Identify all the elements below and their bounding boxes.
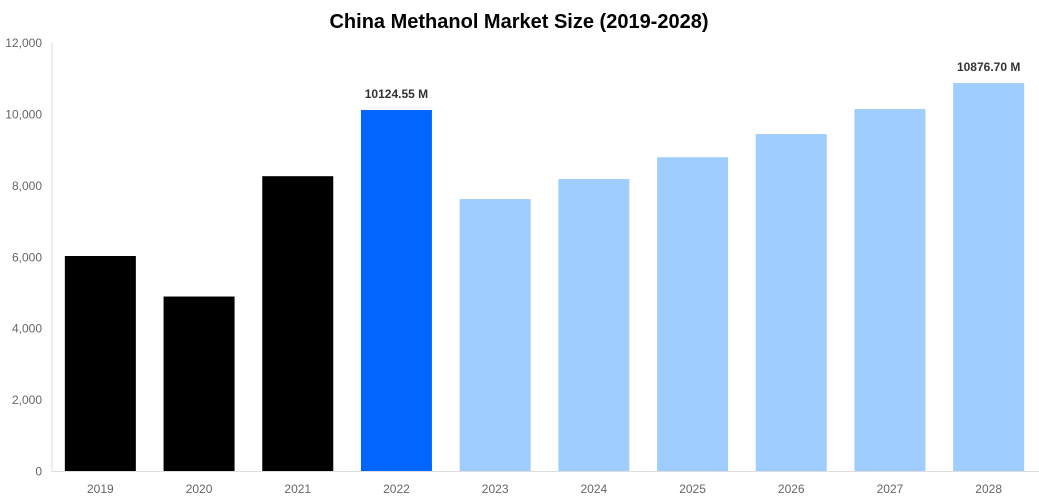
y-axis: 0 2,000 4,000 6,000 8,000 10,000 12,000 bbox=[5, 36, 53, 479]
x-axis: 2019 2020 2021 2022 2023 2024 2025 2026 2027 2028 bbox=[52, 471, 1039, 496]
bar-2024 bbox=[558, 179, 630, 472]
x-tick-label: 2026 bbox=[778, 482, 805, 496]
chart-title: China Methanol Market Size (2019-2028) bbox=[329, 11, 708, 33]
x-tick-label: 2023 bbox=[482, 482, 509, 496]
bar-2027 bbox=[854, 109, 926, 472]
y-tick-label: 2,000 bbox=[12, 393, 42, 407]
x-tick-label: 2021 bbox=[284, 482, 311, 496]
bar-2022 bbox=[360, 109, 432, 472]
bar-2019 bbox=[64, 256, 136, 472]
data-label-2028: 10876.70 M bbox=[957, 60, 1020, 74]
x-tick-label: 2028 bbox=[975, 482, 1002, 496]
x-tick-label: 2020 bbox=[186, 482, 213, 496]
bar-2021 bbox=[262, 176, 334, 472]
y-tick-label: 0 bbox=[35, 465, 42, 479]
y-tick-label: 10,000 bbox=[5, 107, 42, 121]
data-labels: 10124.55 M 10876.70 M bbox=[365, 60, 1021, 101]
y-tick-label: 12,000 bbox=[5, 36, 42, 50]
y-tick-label: 8,000 bbox=[12, 179, 42, 193]
y-tick-label: 6,000 bbox=[12, 250, 42, 264]
y-tick-label: 4,000 bbox=[12, 322, 42, 336]
data-label-2022: 10124.55 M bbox=[365, 87, 428, 101]
x-tick-label: 2027 bbox=[877, 482, 904, 496]
bar-2020 bbox=[163, 296, 235, 472]
x-tick-label: 2019 bbox=[87, 482, 114, 496]
bar-2023 bbox=[459, 199, 531, 472]
x-tick-label: 2024 bbox=[580, 482, 607, 496]
bar-2026 bbox=[755, 134, 827, 472]
bar-2025 bbox=[657, 157, 729, 472]
bar-2028 bbox=[953, 83, 1025, 472]
x-tick-label: 2025 bbox=[679, 482, 706, 496]
bars bbox=[64, 83, 1025, 472]
x-tick-label: 2022 bbox=[383, 482, 410, 496]
